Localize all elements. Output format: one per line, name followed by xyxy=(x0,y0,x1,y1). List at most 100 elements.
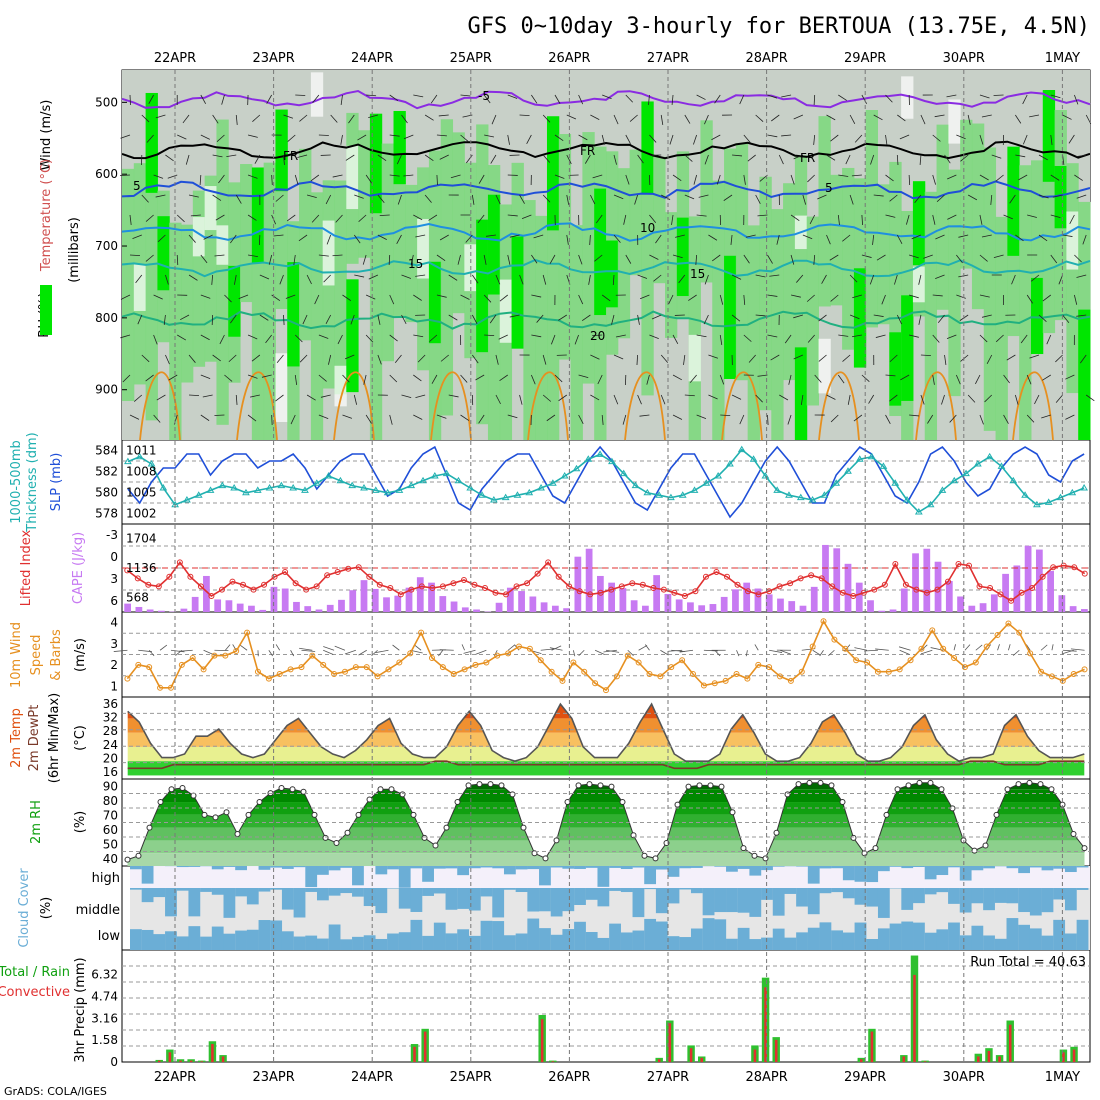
wind-barb xyxy=(655,234,662,244)
wind-barb xyxy=(357,134,367,141)
axis-tick: 582 xyxy=(95,465,118,479)
wind-barb xyxy=(413,414,423,420)
wind-barb xyxy=(285,294,296,299)
thickness-point xyxy=(253,486,262,493)
wind-speed-point xyxy=(244,629,251,636)
wind-barb xyxy=(601,294,611,302)
cloud-middle xyxy=(188,888,201,917)
wind-speed-point xyxy=(700,682,707,689)
wind-barb xyxy=(113,649,128,652)
rh-band-high xyxy=(912,181,926,266)
date-bottom: 24APR xyxy=(351,1070,393,1085)
wind-barb xyxy=(153,174,164,179)
rh-band xyxy=(334,180,347,395)
wind-speed-point xyxy=(548,668,555,675)
cape-bar xyxy=(709,604,717,612)
wind-speed-point xyxy=(972,659,979,666)
wind-barb xyxy=(854,134,863,143)
temp-band xyxy=(127,746,1085,762)
rh-band-high xyxy=(901,295,914,401)
wind-barb xyxy=(909,414,920,417)
rh-point xyxy=(1048,786,1055,793)
lifted-index-point xyxy=(871,586,878,593)
wind-barb xyxy=(448,274,458,281)
lifted-index-point xyxy=(1029,585,1036,591)
cloud-low xyxy=(854,922,867,950)
precip-conv-bar xyxy=(753,1049,757,1062)
thickness-point xyxy=(501,493,510,501)
wind-barb xyxy=(946,94,957,98)
lifted-index-point xyxy=(534,570,541,577)
cloud-high xyxy=(1029,866,1042,868)
wind-speed-point xyxy=(798,668,805,675)
wind-barb xyxy=(1085,394,1095,402)
wind-barb xyxy=(625,134,631,145)
wind-barb xyxy=(743,294,746,305)
cloud-high xyxy=(597,866,610,887)
cloud-low xyxy=(305,935,318,950)
wind-barb xyxy=(475,374,485,381)
cape-bar xyxy=(1002,573,1009,612)
wind-barb xyxy=(637,154,644,164)
wind-barb xyxy=(299,354,308,363)
rh-point xyxy=(1037,781,1044,788)
thickness-point xyxy=(206,486,215,493)
wind-barb xyxy=(1015,114,1022,124)
precip-tick: 1.58 xyxy=(91,1033,118,1047)
cape-bar xyxy=(270,586,278,612)
wind-barb xyxy=(436,174,438,186)
precip-conv-bar xyxy=(189,1060,193,1062)
cape-bar xyxy=(754,588,762,612)
cloud-low xyxy=(270,920,283,950)
wind-barb xyxy=(875,648,889,651)
cloud-low xyxy=(562,929,575,950)
axis-tick: -3 xyxy=(106,528,118,542)
wind-barb xyxy=(649,254,659,260)
wind-barb xyxy=(668,294,674,305)
thickness-point xyxy=(124,457,132,465)
wind-barb xyxy=(1030,274,1040,282)
slp-line xyxy=(127,445,1085,519)
thickness-line xyxy=(127,448,1085,514)
cloud-low xyxy=(761,937,773,950)
wind-barb xyxy=(1026,414,1035,423)
wind-speed-point xyxy=(994,631,1001,638)
precip-conv-bar xyxy=(987,1050,991,1062)
wind-barb xyxy=(979,134,984,145)
cloud-middle xyxy=(901,888,914,910)
wind-barb xyxy=(484,134,495,138)
wind-barb xyxy=(377,314,381,325)
rh-band-low xyxy=(216,225,229,265)
cloud-high xyxy=(515,866,528,870)
wind-barb xyxy=(602,94,612,99)
wind-barb xyxy=(530,374,536,385)
precip-conv-bar xyxy=(870,1031,874,1062)
rh-band xyxy=(452,132,465,314)
wind-barb xyxy=(672,414,683,420)
precip-conv-bar xyxy=(157,1060,161,1062)
cloud-middle xyxy=(842,888,855,899)
wind-barb xyxy=(919,154,922,165)
wind-barb xyxy=(611,314,615,325)
cape-bar xyxy=(585,548,593,612)
cloud-low xyxy=(176,936,189,950)
wind-barb xyxy=(778,154,784,165)
wind-barb xyxy=(389,414,393,425)
rh-band xyxy=(369,174,383,440)
wind-barb xyxy=(1062,649,1074,655)
rh-band-low xyxy=(133,264,147,311)
cloud-low xyxy=(527,918,540,950)
wind-barb xyxy=(239,644,248,651)
lifted-index-point xyxy=(1081,570,1088,577)
axis-tick: 50 xyxy=(103,837,118,851)
thickness-point xyxy=(159,484,168,491)
wind-barb xyxy=(851,174,862,177)
rh-point xyxy=(916,779,923,786)
cloud-high xyxy=(690,866,703,868)
lifted-index-point xyxy=(355,564,362,571)
wind-barb xyxy=(906,214,910,225)
cloud-low xyxy=(971,925,984,950)
footer-credit: GrADS: COLA/IGES xyxy=(4,1085,107,1098)
thickness-point xyxy=(985,452,994,460)
wind-barb xyxy=(224,294,232,303)
